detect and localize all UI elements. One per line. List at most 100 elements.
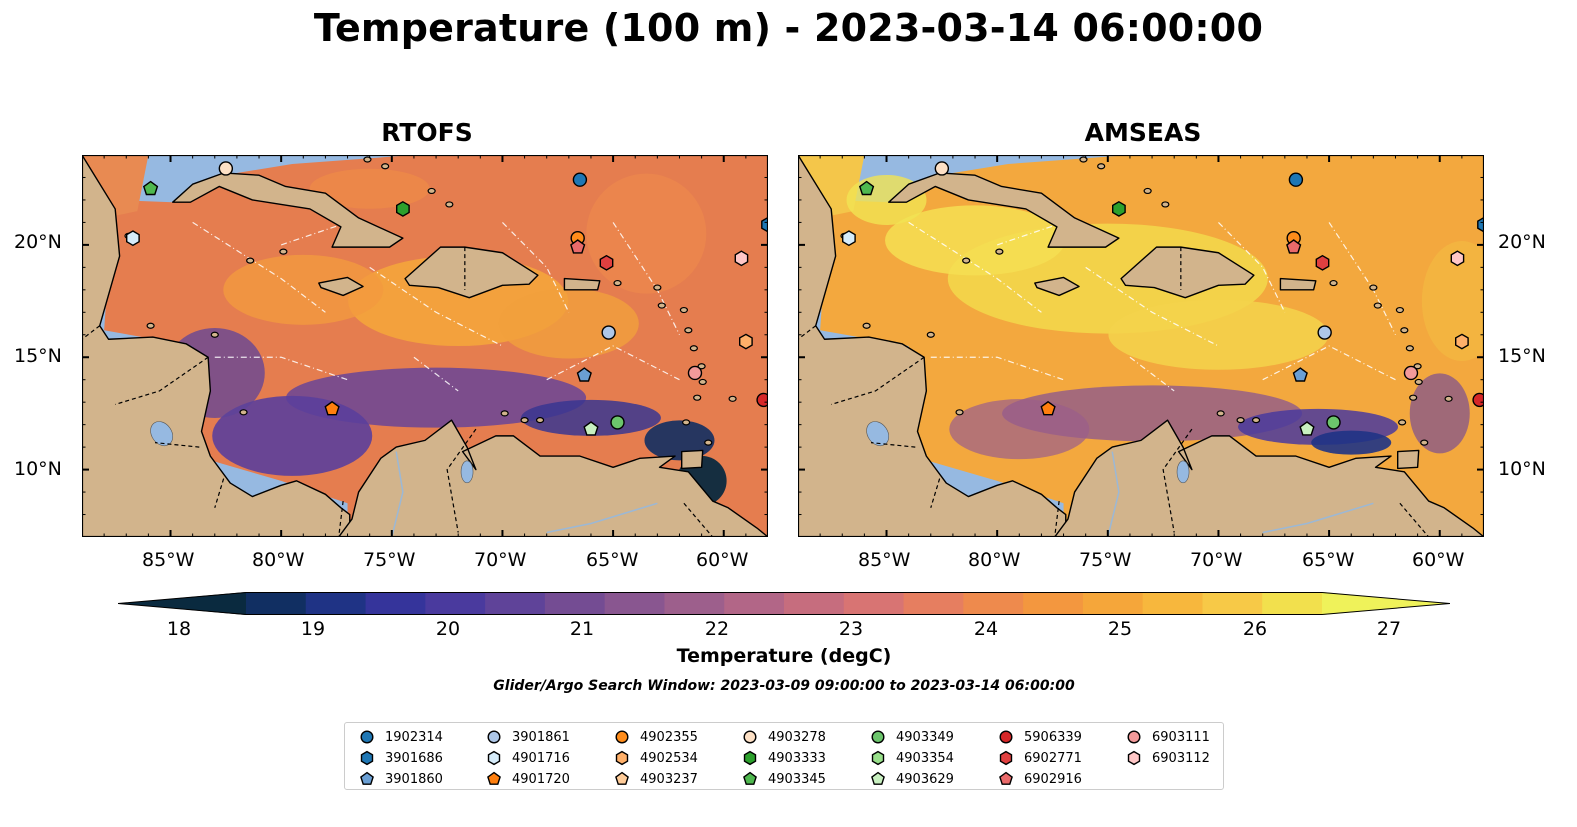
lon-tick-label: 65°W <box>1302 549 1355 571</box>
island <box>1329 279 1338 287</box>
float-marker-4901716[interactable] <box>126 230 140 247</box>
colorbar-svg <box>117 592 1451 615</box>
float-marker-4901720[interactable] <box>1040 400 1056 416</box>
land-puertoRico <box>1279 277 1317 291</box>
river <box>391 451 404 537</box>
float-marker-6903111[interactable] <box>687 365 703 381</box>
float-marker-3901686[interactable] <box>1477 216 1484 233</box>
eez-boundary <box>369 266 503 347</box>
float-marker-6902771[interactable] <box>599 254 614 271</box>
island <box>657 302 666 309</box>
pentagon-marker-icon <box>871 771 885 785</box>
country-border <box>115 356 209 405</box>
eez-boundary <box>1085 266 1219 347</box>
legend-marker-6902771[interactable] <box>999 750 1013 766</box>
float-marker-4903345[interactable] <box>142 180 159 196</box>
island <box>279 248 288 255</box>
float-marker-4903278[interactable] <box>218 161 234 176</box>
legend-marker-4903354[interactable] <box>871 750 885 766</box>
amseas-map[interactable] <box>798 155 1484 537</box>
hexagon-marker-icon <box>999 750 1013 766</box>
legend-marker-4901720[interactable] <box>487 771 501 785</box>
colorbar-tick-label: 26 <box>1242 618 1268 640</box>
legend-label: 4903237 <box>640 771 698 787</box>
rtofs-map[interactable] <box>82 155 768 537</box>
legend-marker-4903345[interactable] <box>743 771 757 785</box>
legend-item: 6903112 <box>1126 748 1210 768</box>
float-marker-4902534[interactable] <box>1455 333 1469 350</box>
float-marker-6903112[interactable] <box>1450 250 1465 267</box>
float-marker-4903333[interactable] <box>396 200 410 217</box>
legend-label: 3901860 <box>385 771 443 787</box>
island <box>239 409 248 416</box>
float-marker-4903629[interactable] <box>1299 421 1315 436</box>
colorbar-segment <box>1023 592 1084 615</box>
colorbar-segment <box>963 592 1024 615</box>
float-marker-3901686[interactable] <box>761 216 768 233</box>
lat-tick-label: 20°N <box>14 231 62 253</box>
island <box>520 417 529 424</box>
legend-marker-5906339[interactable] <box>999 730 1013 744</box>
float-marker-4903333[interactable] <box>1112 200 1126 217</box>
float-marker-6902771[interactable] <box>1315 254 1330 271</box>
legend-item: 4903349 <box>870 727 954 747</box>
island <box>1420 439 1429 446</box>
legend-marker-6903111[interactable] <box>1127 730 1141 744</box>
legend-item: 5906339 <box>998 727 1082 747</box>
legend-marker-3901686[interactable] <box>360 750 374 766</box>
float-marker-1902314[interactable] <box>572 172 588 187</box>
island <box>1413 363 1422 370</box>
legend-item: 6903111 <box>1126 727 1210 747</box>
island <box>1400 327 1409 334</box>
eez-boundary <box>214 356 348 381</box>
legend-marker-4902534[interactable] <box>615 750 629 766</box>
float-marker-6902916[interactable] <box>570 239 586 254</box>
float-marker-4901720[interactable] <box>324 400 340 416</box>
colorbar-segment <box>724 592 785 615</box>
temperature-anomaly <box>1311 430 1392 455</box>
legend-marker-1902314[interactable] <box>360 730 374 744</box>
float-marker-5906339[interactable] <box>756 392 768 408</box>
float-marker-3901860[interactable] <box>576 367 592 382</box>
legend-item: 3901861 <box>486 727 570 747</box>
legend-marker-4903278[interactable] <box>743 730 757 744</box>
float-marker-3901861[interactable] <box>601 325 616 340</box>
island <box>427 187 436 195</box>
legend-marker-4901716[interactable] <box>487 750 501 766</box>
pentagon-marker-icon <box>615 771 629 785</box>
float-marker-3901861[interactable] <box>1317 325 1332 340</box>
float-marker-5906339[interactable] <box>1472 392 1484 408</box>
lat-tick-label: 15°N <box>14 345 62 367</box>
colorbar-segment <box>425 592 486 615</box>
float-marker-4901716[interactable] <box>842 230 856 247</box>
legend-marker-4903237[interactable] <box>615 771 629 785</box>
island <box>210 331 219 338</box>
float-marker-4903629[interactable] <box>583 421 599 436</box>
float-marker-4903349[interactable] <box>610 415 625 430</box>
float-marker-6903111[interactable] <box>1403 365 1419 381</box>
island <box>381 163 390 170</box>
float-marker-3901860[interactable] <box>1292 367 1308 382</box>
legend-label: 4903333 <box>768 750 826 766</box>
float-marker-4903345[interactable] <box>858 180 875 196</box>
circle-marker-icon <box>487 730 501 744</box>
float-marker-6903112[interactable] <box>734 250 749 267</box>
float-marker-4903349[interactable] <box>1326 415 1341 430</box>
axis-ticks <box>798 155 1484 537</box>
legend-marker-4903349[interactable] <box>871 730 885 744</box>
legend-marker-6903112[interactable] <box>1127 750 1141 766</box>
legend-marker-3901860[interactable] <box>360 771 374 785</box>
colorbar-tick-label: 25 <box>1107 618 1133 640</box>
legend-marker-3901861[interactable] <box>487 730 501 744</box>
legend-marker-4903333[interactable] <box>743 750 757 766</box>
legend-marker-4903629[interactable] <box>871 771 885 785</box>
float-marker-4903278[interactable] <box>934 161 950 176</box>
eez-boundary <box>280 221 348 246</box>
float-marker-1902314[interactable] <box>1288 172 1304 187</box>
island <box>1414 378 1423 386</box>
float-marker-4902534[interactable] <box>739 333 753 350</box>
float-marker-6902916[interactable] <box>1286 239 1302 254</box>
legend-marker-6902916[interactable] <box>999 771 1013 785</box>
legend-marker-4902355[interactable] <box>615 730 629 744</box>
circle-marker-icon <box>615 730 629 744</box>
